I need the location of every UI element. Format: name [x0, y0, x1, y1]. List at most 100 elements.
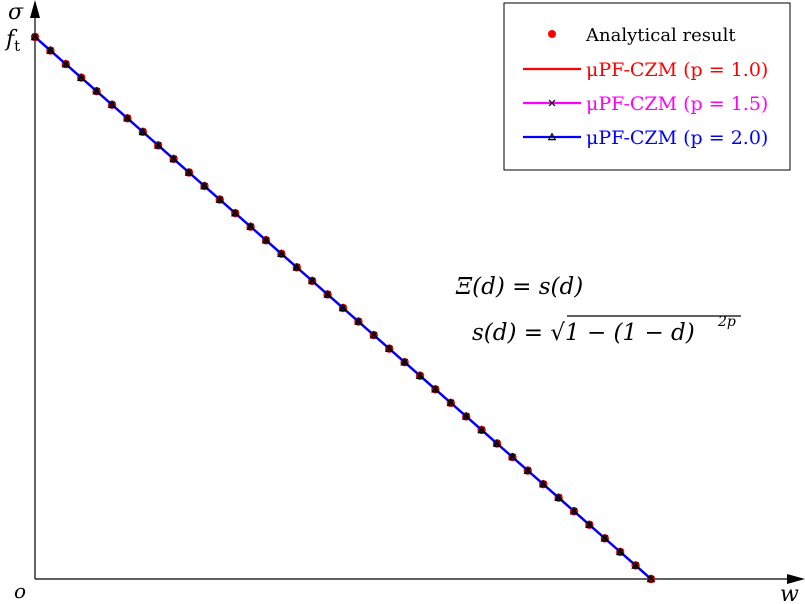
- y-axis-label: σ: [8, 0, 24, 25]
- series-marker-x: [277, 250, 285, 258]
- series-marker-x: [139, 128, 147, 136]
- series-marker-x: [601, 534, 609, 542]
- series-marker-x: [416, 372, 424, 380]
- series-marker-triangle: [323, 289, 332, 298]
- series-marker-triangle: [369, 330, 379, 339]
- series-marker-x: [154, 141, 162, 149]
- marker-stroke: [478, 426, 486, 434]
- series-marker-x: [108, 101, 116, 109]
- series-marker-triangle: [261, 235, 271, 244]
- marker-stroke: [431, 385, 439, 393]
- series-marker-triangle: [400, 357, 409, 366]
- series-marker-x: [616, 548, 624, 556]
- y-tick-label-ft-subscript: t: [14, 37, 20, 55]
- series-marker-x: [539, 480, 547, 488]
- marker-stroke: [247, 223, 255, 231]
- series-marker-triangle: [477, 425, 486, 434]
- legend-label: μPF-CZM (p = 1.0): [586, 59, 768, 81]
- series-marker-x: [31, 33, 39, 41]
- series-marker-x: [62, 60, 70, 68]
- marker-stroke: [632, 562, 640, 569]
- marker-stroke: [139, 128, 147, 136]
- series-marker-x: [355, 318, 362, 325]
- series-marker-triangle: [600, 533, 610, 542]
- series-marker-x: [216, 196, 224, 204]
- legend: Analytical result μPF-CZM (p = 1.0) μPF-CZ…: [503, 2, 791, 171]
- marker-stroke: [154, 141, 162, 149]
- series-marker-triangle: [508, 452, 517, 461]
- series-marker-triangle: [307, 276, 317, 285]
- marker-stroke: [493, 440, 501, 447]
- legend-item: μPF-CZM (p = 1.0): [523, 59, 768, 81]
- series-marker-triangle: [277, 249, 286, 258]
- series-marker-triangle: [200, 181, 209, 190]
- series-marker-triangle: [538, 479, 548, 488]
- marker-stroke: [601, 534, 609, 542]
- equation-exponent: 2p: [717, 314, 736, 330]
- marker-stroke: [62, 60, 70, 68]
- series-marker-x: [77, 74, 85, 82]
- series-marker-triangle: [30, 32, 40, 41]
- marker-stroke: [324, 291, 332, 298]
- marker-stroke: [401, 358, 409, 366]
- series-marker-triangle: [138, 127, 148, 136]
- series-marker-triangle: [615, 547, 625, 556]
- marker-stroke: [216, 196, 224, 204]
- series-marker-triangle: [431, 384, 440, 393]
- series-marker-triangle: [646, 574, 656, 583]
- legend-label-main: μPF-CZM: [586, 93, 677, 115]
- marker-stroke: [277, 250, 285, 258]
- series-marker-x: [401, 358, 409, 366]
- series-marker-x: [231, 209, 239, 217]
- series-marker-x: [447, 399, 455, 407]
- marker-stroke: [170, 155, 178, 163]
- marker-stroke: [293, 263, 301, 271]
- series-marker-x: [478, 426, 486, 434]
- series-marker-triangle: [46, 46, 55, 54]
- marker-stroke: [47, 47, 54, 54]
- legend-label: μPF-CZM (p = 2.0): [586, 127, 768, 149]
- marker-stroke: [201, 182, 208, 190]
- legend-label-main: Analytical result: [585, 25, 736, 46]
- series-marker-x: [339, 304, 347, 312]
- x-axis-label: w: [780, 582, 799, 604]
- y-tick-label-ft: ft: [4, 27, 20, 55]
- legend-entries: Analytical result μPF-CZM (p = 1.0) μPF-CZ…: [523, 25, 768, 149]
- legend-item: μPF-CZM (p = 1.5): [523, 93, 768, 115]
- marker-stroke: [447, 399, 455, 407]
- series-marker-triangle: [153, 140, 163, 149]
- series-marker-x: [247, 223, 255, 231]
- marker-stroke: [339, 304, 347, 312]
- marker-stroke: [355, 318, 362, 325]
- axes: [30, 0, 805, 584]
- equation-s: s(d) = √1 − (1 − d): [472, 320, 695, 346]
- series-marker-triangle: [92, 86, 101, 95]
- series-marker-x: [123, 114, 131, 122]
- marker-stroke: [616, 548, 624, 556]
- series-marker-triangle: [61, 59, 71, 68]
- series-marker-x: [262, 236, 270, 244]
- series-marker-x: [555, 494, 563, 502]
- series-marker-triangle: [76, 73, 86, 81]
- legend-item: Analytical result: [548, 25, 736, 46]
- legend-label: μPF-CZM (p = 1.5): [586, 93, 768, 115]
- legend-label-param: (p = 1.5): [677, 93, 768, 115]
- series-marker-x: [385, 345, 393, 353]
- series-marker-x: [185, 169, 193, 176]
- series-marker-x: [47, 47, 54, 54]
- series-marker-triangle: [384, 344, 394, 352]
- legend-item: μPF-CZM (p = 2.0): [523, 127, 768, 149]
- marker-stroke: [93, 87, 101, 95]
- series-marker-triangle: [461, 411, 471, 420]
- series-marker-triangle: [569, 506, 579, 515]
- series-marker-x: [493, 440, 501, 447]
- series-marker-x: [431, 385, 439, 393]
- series-marker-x: [632, 562, 640, 569]
- x-axis-arrow: [787, 574, 805, 584]
- equation-block: Ξ(d) = s(d) s(d) = √1 − (1 − d) 2p: [455, 274, 741, 346]
- marker-stroke: [385, 345, 393, 353]
- series-marker-x: [324, 291, 332, 298]
- marker-stroke: [185, 169, 193, 176]
- series-marker-x: [293, 263, 301, 271]
